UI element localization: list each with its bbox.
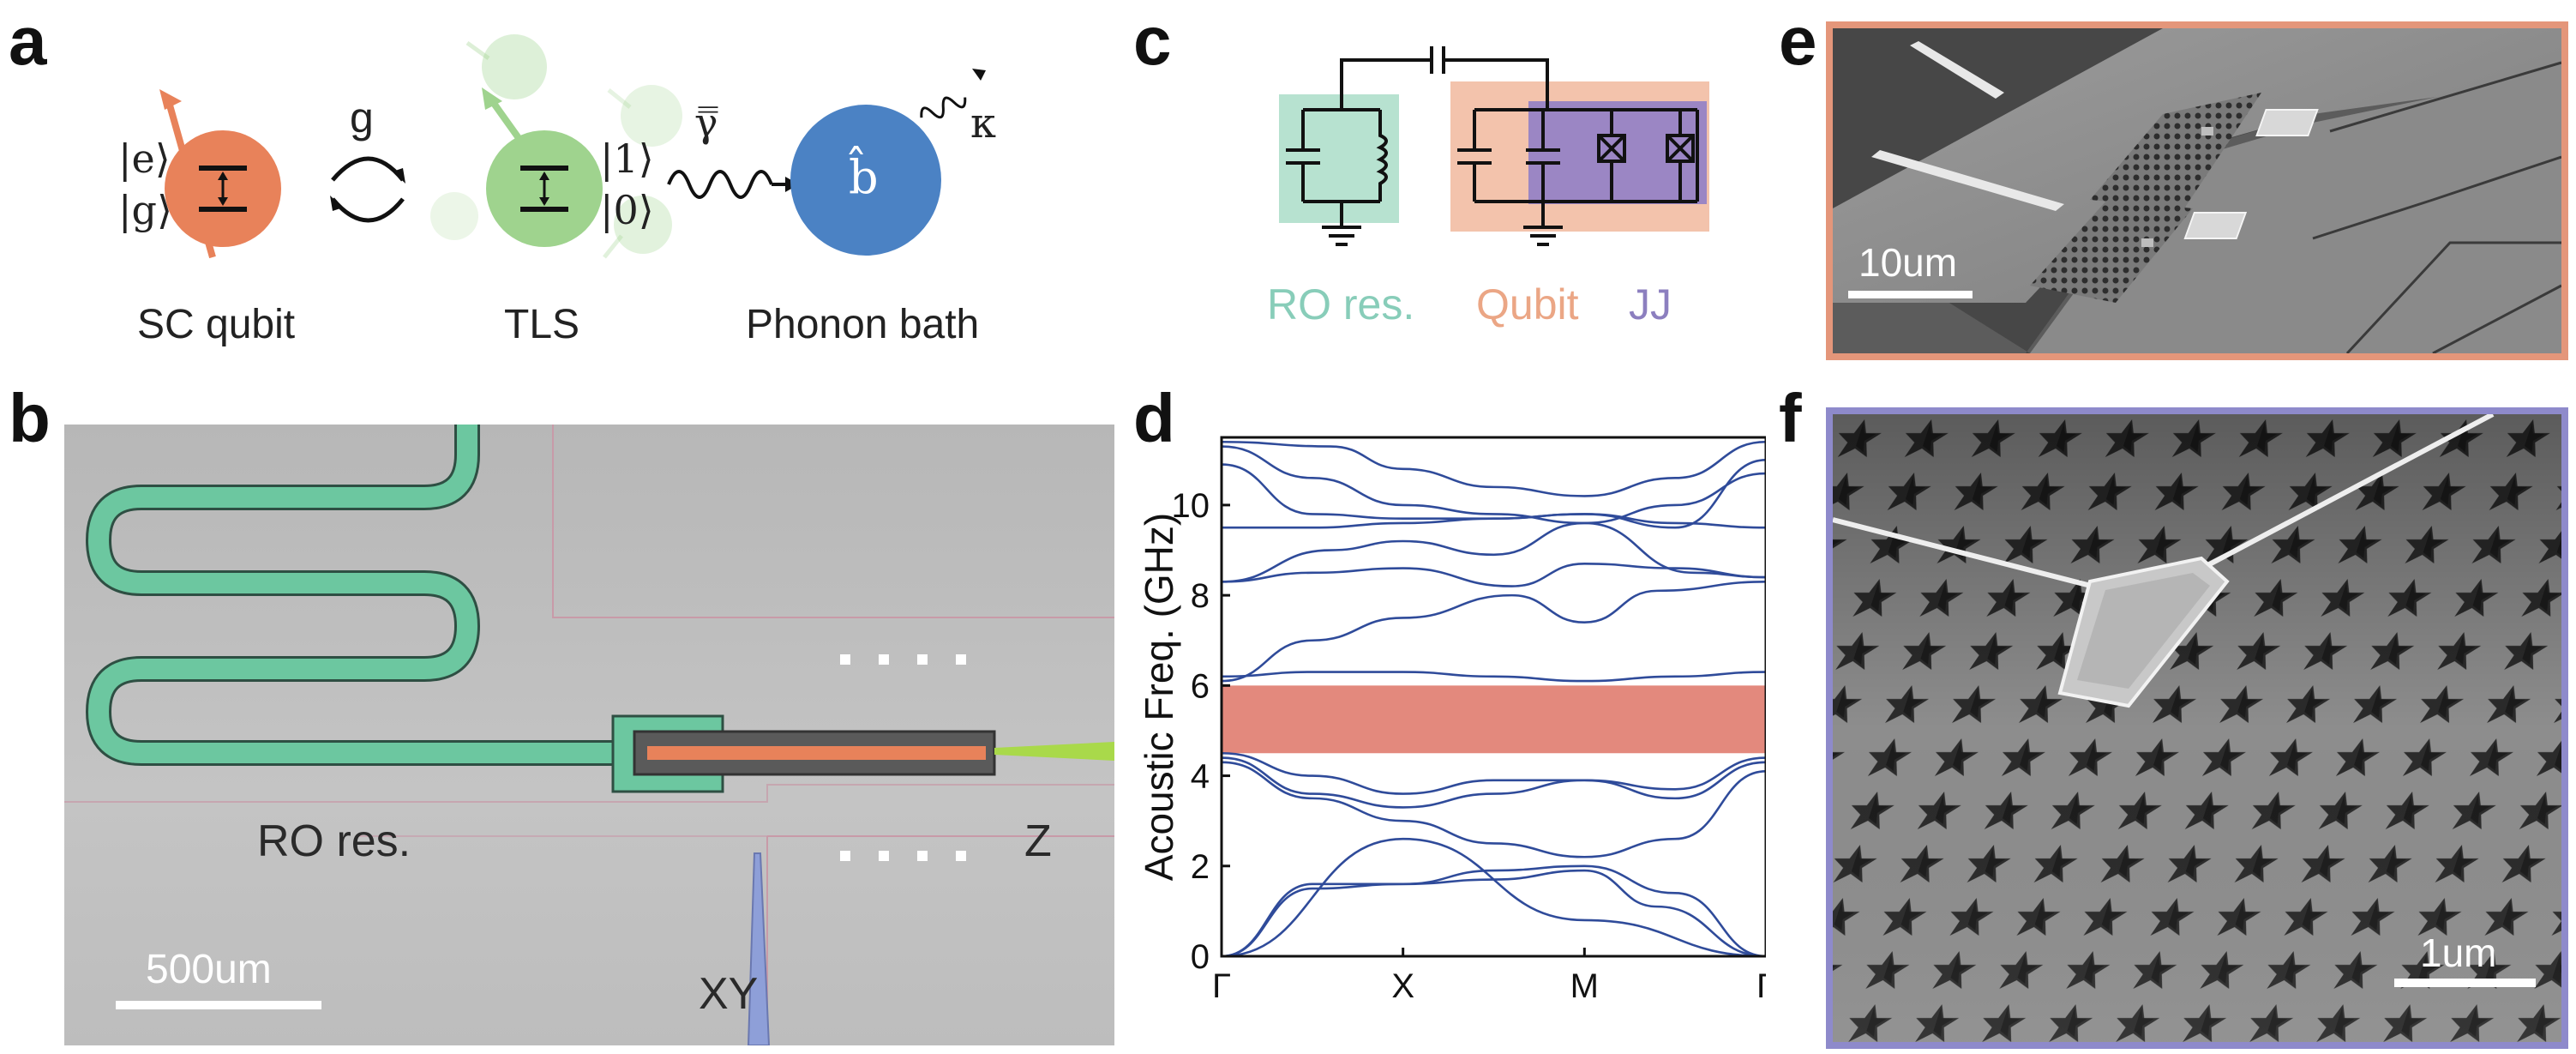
band-gap: [1222, 685, 1766, 754]
qubit-state-g: |g⟩: [118, 187, 172, 233]
band-line-1: [1221, 837, 1766, 958]
scale-label-e: 10um: [1858, 240, 1958, 285]
phononic-crystal-lower: [2030, 200, 2193, 303]
x-tick-label-1: Γ: [1212, 967, 1231, 1005]
qubit-state-e: |e⟩: [118, 136, 171, 182]
panel-letter-a: a: [9, 3, 47, 79]
bath-loss-wave: [920, 96, 967, 119]
sem-image-f: 1um: [1826, 407, 2568, 1049]
tls-state-0: |0⟩: [600, 187, 654, 233]
caption-phonon-bath: Phonon bath: [746, 302, 980, 347]
upper-dots: [840, 654, 966, 665]
y-tick-label-4: 6: [1191, 667, 1210, 705]
tls-ghost-4: [614, 196, 672, 254]
tls-ghost-1: [482, 34, 547, 99]
band-line-14: [1221, 440, 1766, 497]
legend-ro-res: RO res.: [1267, 280, 1415, 328]
scale-bar-e: [1848, 291, 1973, 298]
tls-ghost-3: [430, 192, 478, 240]
tls-ghost-2: [621, 85, 682, 147]
band-line-12: [1221, 459, 1766, 529]
scale-label-b: 500um: [146, 947, 272, 992]
band-line-5: [1221, 756, 1766, 809]
electrode-2: [1871, 150, 2064, 211]
label-ro-res: RO res.: [257, 816, 411, 866]
junction-wire-left: [1833, 517, 2125, 597]
suspended-slab: [1833, 28, 2561, 303]
scale-bar-f: [2394, 979, 2536, 987]
coupling-arrow-top: [331, 156, 405, 182]
panel-letter-f: f: [1779, 380, 1802, 456]
bath-operator: b̂: [849, 150, 879, 204]
panel-a-diagram: [159, 34, 986, 259]
decay-label: γ̿: [694, 99, 718, 146]
band-line-8: [1221, 671, 1766, 683]
panel-letter-b: b: [9, 380, 51, 456]
electrode-1: [1910, 41, 2004, 99]
band-line-4: [1221, 761, 1766, 858]
y-tick-label-6: 10: [1172, 487, 1210, 525]
phonon-emission-wave: [667, 170, 773, 199]
band-line-7: [1221, 581, 1766, 683]
band-line-6: [1221, 751, 1766, 795]
bath-loss-label: κ: [970, 99, 996, 148]
caption-sc-qubit: SC qubit: [137, 302, 296, 347]
coupling-label: g: [350, 93, 374, 142]
bridge-pad-2: [2183, 212, 2248, 239]
y-tick-label-3: 4: [1191, 758, 1210, 796]
y-tick-label-5: 8: [1191, 577, 1210, 615]
x-tick-label-4: Γ: [1756, 967, 1766, 1005]
phonon-bath-circle: [790, 105, 941, 256]
x-tick-label-3: M: [1570, 967, 1599, 1005]
coupling-arrow-bottom: [331, 197, 405, 223]
bridge-pad-1: [2255, 109, 2319, 136]
legend-qubit: Qubit: [1476, 280, 1579, 328]
xy-drive-line: [747, 852, 771, 1045]
sem-f-content: [1833, 414, 2561, 1042]
band-line-3: [1221, 869, 1766, 958]
circuit-diagram: [1279, 46, 1709, 246]
band-line-10: [1221, 521, 1766, 583]
junction-wire-right: [2200, 414, 2495, 571]
plot-frame: [1220, 436, 1766, 958]
panel-letter-c: c: [1133, 3, 1172, 79]
sem-image-e: 10um: [1826, 21, 2568, 360]
band-line-13: [1221, 445, 1766, 525]
label-xy: XY: [699, 969, 759, 1019]
scale-label-f: 1um: [2420, 931, 2497, 975]
band-line-2: [1221, 864, 1766, 958]
lower-dots: [840, 851, 966, 861]
panel-b-micrograph: RO res. Z XY 500um: [64, 425, 1114, 1045]
panel-letter-d: d: [1133, 380, 1175, 456]
phononic-crystal-upper: [2090, 93, 2261, 208]
label-z: Z: [1024, 816, 1052, 866]
z-flux-line: [994, 742, 1114, 761]
y-tick-label-2: 2: [1191, 848, 1210, 886]
x-tick-label-2: X: [1391, 967, 1414, 1005]
scale-bar-b: [116, 1001, 321, 1009]
qubit-island: [647, 746, 986, 760]
qubit-arrow-head: [159, 89, 182, 110]
panel-b-chip-layout: [64, 425, 1114, 1045]
legend-jj: JJ: [1629, 280, 1672, 328]
caption-tls: TLS: [504, 302, 580, 347]
y-axis-label: Acoustic Freq. (GHz): [1140, 513, 1181, 881]
band-line-9: [1221, 563, 1766, 587]
y-tick-label-1: 0: [1191, 938, 1210, 976]
tls-state-1: |1⟩: [600, 136, 654, 182]
readout-resonator: [87, 425, 639, 763]
sem-e-content: [1833, 28, 2561, 353]
panel-letter-e: e: [1779, 3, 1817, 79]
